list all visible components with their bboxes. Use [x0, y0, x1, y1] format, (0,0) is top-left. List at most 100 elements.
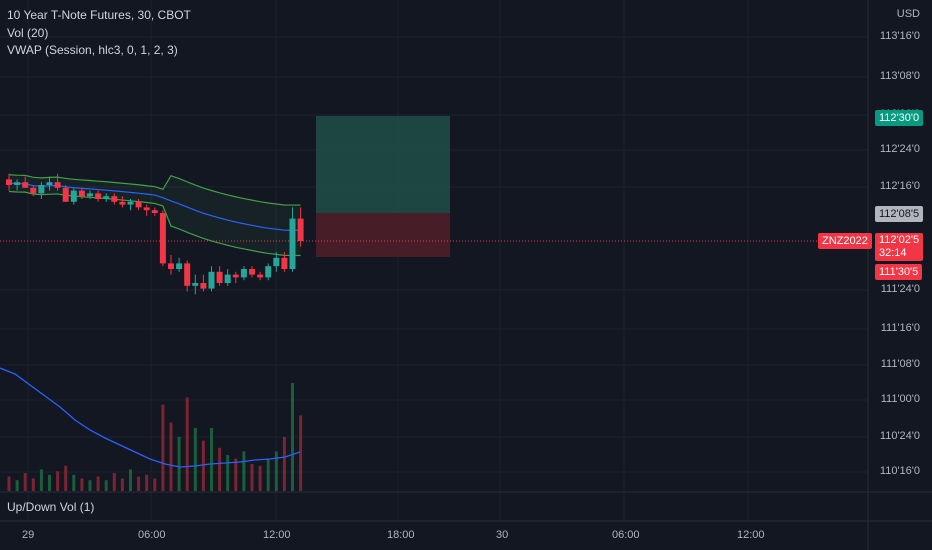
- grid-lines: [0, 0, 868, 521]
- candle-body: [208, 271, 215, 289]
- currency-label[interactable]: USD: [896, 8, 920, 20]
- legend-updown-vol[interactable]: Up/Down Vol (1): [7, 500, 95, 514]
- volume-bar: [282, 437, 286, 491]
- volume-bar: [250, 464, 254, 491]
- candle-body: [159, 213, 166, 264]
- price-axis-label: 111'00'0: [880, 393, 920, 405]
- volume-bar: [234, 458, 238, 491]
- price-axis-label: 112'16'0: [879, 180, 920, 192]
- volume-bar: [129, 469, 132, 491]
- candle-body: [127, 201, 134, 205]
- target-price-tag: 112'30'0: [875, 110, 924, 126]
- volume-bar: [104, 480, 108, 491]
- volume-bar: [64, 465, 68, 491]
- volume-bar: [15, 480, 19, 491]
- candle-body: [95, 193, 102, 199]
- volume-bar: [56, 471, 60, 491]
- vwap-lower-band: [8, 190, 301, 257]
- price-axis-label: 113'16'0: [879, 30, 920, 42]
- price-axis-label: 111'16'0: [880, 322, 920, 334]
- bar-countdown: 32:14: [879, 247, 907, 259]
- candle-body: [216, 271, 223, 283]
- volume-bar: [120, 478, 124, 491]
- price-axis-label: 112'24'0: [879, 143, 920, 155]
- candle-body: [232, 274, 239, 278]
- candle-body: [257, 274, 264, 278]
- legend-title[interactable]: 10 Year T-Note Futures, 30, CBOT: [7, 8, 191, 22]
- volume-bar: [177, 437, 181, 491]
- volume-bar: [96, 476, 100, 491]
- candle-body: [184, 263, 191, 286]
- volume-bar: [72, 474, 76, 491]
- volume-bar: [7, 476, 11, 491]
- current-price-value: 112'02'5: [879, 234, 920, 246]
- volume-bar: [266, 458, 270, 491]
- candle-body: [249, 269, 255, 275]
- candle-body: [87, 193, 93, 197]
- volume-bar: [48, 474, 51, 491]
- candle-body: [14, 182, 21, 185]
- stop-zone[interactable]: [316, 213, 450, 257]
- candle-body: [111, 196, 118, 202]
- volume-bar: [210, 428, 213, 491]
- candle-body: [103, 196, 110, 199]
- entry-price-tag: 112'08'5: [875, 206, 924, 222]
- volume-bar: [145, 474, 149, 491]
- candle-body: [192, 283, 199, 286]
- time-axis-label: 12:00: [737, 529, 765, 541]
- volume-bars: [7, 383, 303, 491]
- volume-bar: [169, 422, 173, 491]
- candle-body: [265, 266, 272, 278]
- time-axis-label: 12:00: [263, 529, 291, 541]
- candle-body: [78, 190, 85, 197]
- updown-vol-line: [0, 367, 301, 468]
- candle-body: [240, 269, 247, 278]
- candle-body: [38, 185, 45, 194]
- candle-body: [297, 218, 304, 241]
- time-axis-label: 06:00: [612, 529, 640, 541]
- volume-bar: [137, 476, 141, 491]
- volume-bar: [31, 478, 35, 491]
- volume-bar: [218, 447, 222, 491]
- volume-bar: [193, 428, 197, 491]
- candle-body: [22, 182, 29, 188]
- candle-body: [119, 201, 126, 205]
- volume-bar: [226, 455, 230, 491]
- candle-body: [200, 283, 207, 289]
- volume-bar: [299, 415, 303, 491]
- candle-body: [46, 182, 53, 185]
- legend-vol[interactable]: Vol (20): [7, 26, 49, 40]
- volume-bar: [185, 397, 189, 491]
- candle-body: [30, 187, 37, 194]
- candle-body: [224, 274, 231, 283]
- candle-body: [6, 179, 12, 185]
- candle-body: [70, 190, 77, 202]
- price-axis-label: 110'24'0: [879, 430, 920, 442]
- time-axis-label: 30: [496, 529, 509, 541]
- candle-body: [281, 257, 288, 269]
- candle-body: [176, 263, 183, 269]
- price-axis-label: 111'08'0: [880, 358, 920, 370]
- volume-bar: [258, 465, 262, 491]
- volume-bar: [80, 478, 84, 491]
- candle-body: [54, 182, 61, 188]
- price-axis-label: 111'24'0: [880, 283, 920, 295]
- legend-vwap[interactable]: VWAP (Session, hlc3, 0, 1, 2, 3): [7, 43, 178, 57]
- time-axis-label: 18:00: [387, 529, 415, 541]
- candle-body: [135, 201, 142, 208]
- volume-bar: [23, 473, 27, 491]
- volume-bar: [242, 451, 246, 491]
- time-axis-label: 06:00: [138, 529, 166, 541]
- volume-bar: [274, 451, 278, 491]
- volume-bar: [88, 480, 92, 491]
- target-zone[interactable]: [316, 116, 450, 213]
- volume-bar: [161, 404, 165, 491]
- symbol-tag: ZNZ2022: [818, 233, 872, 249]
- volume-bar: [153, 478, 157, 491]
- candle-body: [143, 207, 150, 211]
- volume-bar: [201, 440, 205, 491]
- volume-bar: [39, 469, 43, 491]
- candles: [6, 173, 304, 295]
- candle-body: [151, 210, 158, 213]
